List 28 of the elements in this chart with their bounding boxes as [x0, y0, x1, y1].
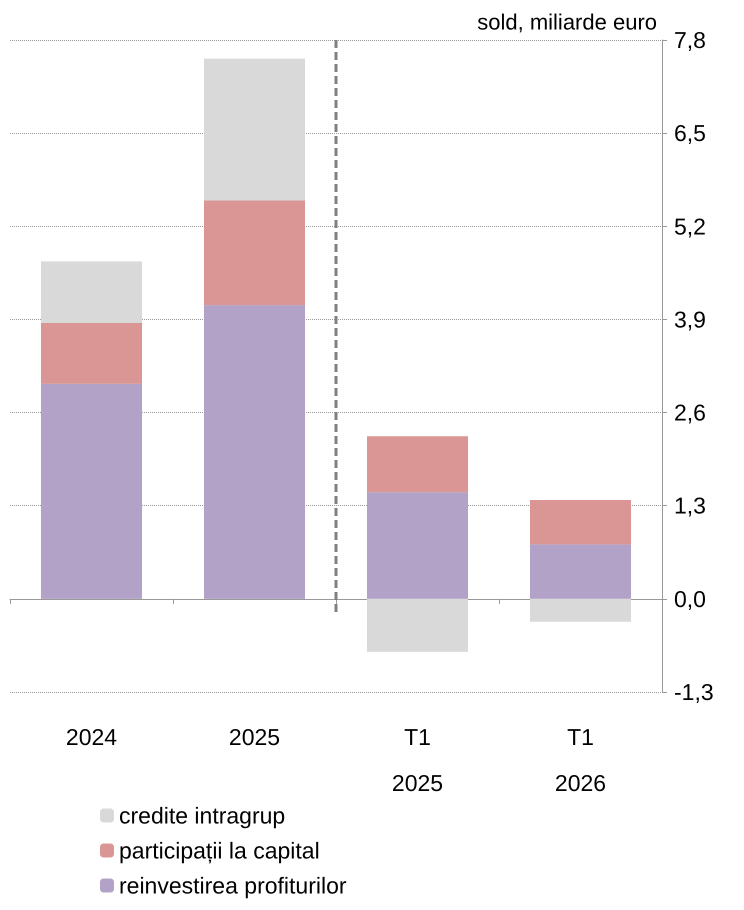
y-tick-label: 7,8	[674, 27, 706, 53]
bar	[366, 598, 468, 652]
legend-label: reinvestirea profiturilor	[119, 872, 347, 898]
bar	[40, 384, 142, 599]
bar	[366, 436, 468, 492]
y-tick-label: -1,3	[674, 679, 714, 705]
legend-label: credite intragrup	[119, 802, 286, 828]
y-tick-label: 2,6	[674, 400, 706, 426]
y-tick-label: 1,3	[674, 492, 706, 519]
x-tick-label: T1 2025	[392, 724, 444, 796]
y-tick-label: 0,0	[674, 586, 706, 612]
bar	[530, 544, 632, 599]
y-tick-label: 5,2	[674, 213, 706, 240]
x-tick-label: T1 2026	[554, 724, 606, 796]
y-tick-label: 6,5	[674, 120, 706, 146]
bar	[530, 500, 632, 544]
bar	[40, 323, 142, 384]
bar	[530, 598, 632, 622]
bar	[366, 492, 468, 599]
x-tick-label: 2024	[66, 724, 118, 750]
bar	[40, 261, 142, 324]
x-tick-label: 2025	[228, 724, 280, 750]
bar	[204, 58, 306, 200]
bar	[204, 305, 306, 599]
bar	[204, 200, 306, 306]
legend-label: participații la capital	[119, 838, 320, 864]
y-axis-title: sold, miliarde euro	[477, 10, 657, 34]
y-tick-label: 3,9	[674, 306, 706, 332]
